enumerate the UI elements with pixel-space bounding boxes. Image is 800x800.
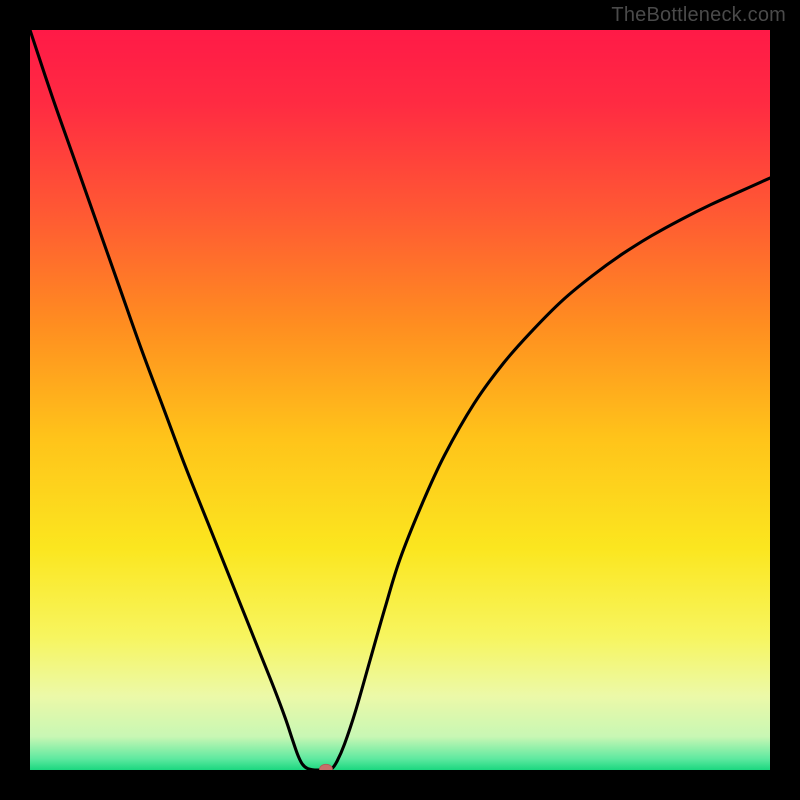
plot-area	[30, 30, 770, 770]
watermark-text: TheBottleneck.com	[611, 4, 786, 27]
chart-container: TheBottleneck.com	[0, 0, 800, 800]
gradient-background	[30, 30, 770, 770]
chart-svg	[30, 30, 770, 770]
